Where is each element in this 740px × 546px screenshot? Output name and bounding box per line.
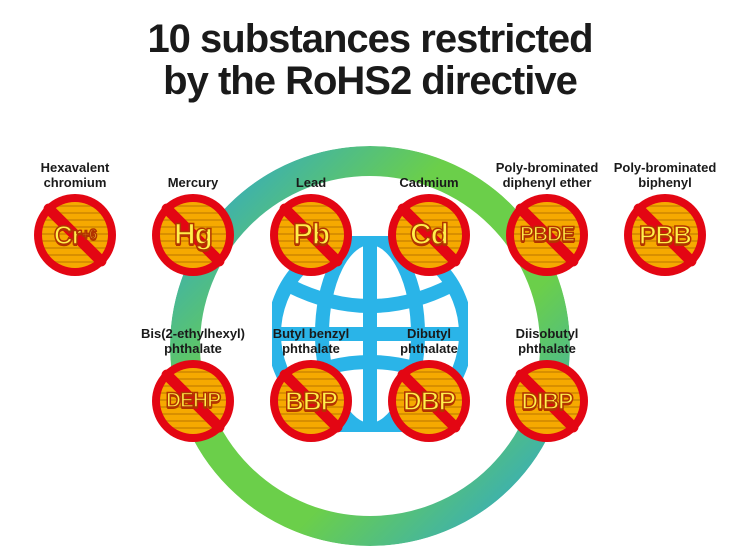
substance-symbol: DIBP — [506, 360, 588, 442]
substance-item: Dibutyl phthalate DBP — [370, 326, 488, 442]
substance-item: Butyl benzyl phthalate BBP — [252, 326, 370, 442]
substance-item: Bis(2-ethylhexyl) phthalate DEHP — [134, 326, 252, 442]
substance-label: Poly-brominated diphenyl ether — [496, 160, 599, 190]
prohibited-badge: BBP — [270, 360, 352, 442]
substance-row: Bis(2-ethylhexyl) phthalateDEHPButyl ben… — [0, 326, 740, 442]
substance-symbol: PBB — [624, 194, 706, 276]
substance-symbol: Cd — [388, 194, 470, 276]
substance-label: Mercury — [168, 160, 219, 190]
substance-item: Cadmium Cd — [370, 160, 488, 276]
substance-row: Hexavalent chromiumCr+6MercuryHgLeadPbCa… — [0, 160, 740, 276]
substance-symbol: Pb — [270, 194, 352, 276]
substance-symbol: DEHP — [152, 360, 234, 442]
substance-symbol: Cr+6 — [34, 194, 116, 276]
title-line-2: by the RoHS2 directive — [163, 59, 577, 103]
substance-item: Poly-brominated diphenyl ether PBDE — [488, 160, 606, 276]
substance-symbol: PBDE — [506, 194, 588, 276]
substance-label: Diisobutyl phthalate — [516, 326, 579, 356]
substance-item: Hexavalent chromium Cr+6 — [16, 160, 134, 276]
substance-item: Diisobutyl phthalate DIBP — [488, 326, 606, 442]
substance-label: Lead — [296, 160, 326, 190]
substance-label: Poly-brominated biphenyl — [614, 160, 717, 190]
page-title: 10 substances restricted by the RoHS2 di… — [0, 0, 740, 102]
prohibited-badge: PBB — [624, 194, 706, 276]
prohibited-badge: DEHP — [152, 360, 234, 442]
prohibited-badge: PBDE — [506, 194, 588, 276]
prohibited-badge: Hg — [152, 194, 234, 276]
title-line-1: 10 substances restricted — [147, 17, 592, 61]
prohibited-badge: Cd — [388, 194, 470, 276]
substance-symbol: BBP — [270, 360, 352, 442]
substance-symbol: DBP — [388, 360, 470, 442]
substance-label: Dibutyl phthalate — [400, 326, 458, 356]
prohibited-badge: Pb — [270, 194, 352, 276]
substance-item: Lead Pb — [252, 160, 370, 276]
prohibited-badge: DBP — [388, 360, 470, 442]
prohibited-badge: DIBP — [506, 360, 588, 442]
substance-label: Butyl benzyl phthalate — [273, 326, 350, 356]
substance-label: Cadmium — [399, 160, 458, 190]
substance-item: Mercury Hg — [134, 160, 252, 276]
substance-symbol: Hg — [152, 194, 234, 276]
prohibited-badge: Cr+6 — [34, 194, 116, 276]
substance-label: Hexavalent chromium — [41, 160, 110, 190]
substance-item: Poly-brominated biphenyl PBB — [606, 160, 724, 276]
substance-label: Bis(2-ethylhexyl) phthalate — [141, 326, 245, 356]
